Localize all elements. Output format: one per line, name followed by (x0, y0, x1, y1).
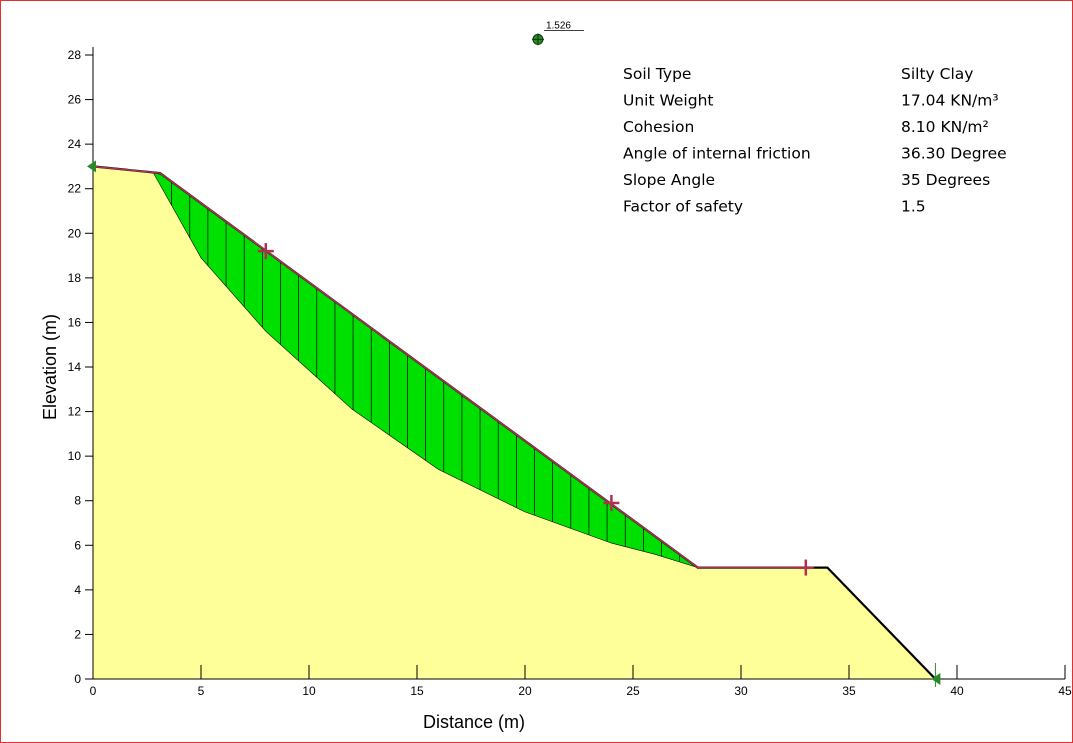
property-value: Silty Clay (901, 65, 973, 83)
x-tick-label: 0 (90, 684, 97, 698)
y-tick-label: 20 (68, 226, 82, 240)
y-tick-label: 12 (68, 405, 82, 419)
x-tick-label: 10 (302, 684, 316, 698)
y-tick-label: 28 (68, 48, 82, 62)
property-value: 35 Degrees (901, 171, 990, 189)
y-tick-label: 2 (74, 627, 81, 641)
property-value: 36.30 Degree (901, 145, 1007, 163)
x-tick-label: 20 (518, 684, 532, 698)
profile-lines (92, 165, 937, 680)
slices (171, 181, 681, 562)
slip-center: 1.526 (531, 20, 584, 46)
property-label: Unit Weight (623, 92, 713, 110)
support-marker (87, 160, 96, 173)
soil-properties-table: Soil Type Silty Clay Unit Weight 17.04 KN/m… (623, 65, 1007, 216)
markers (87, 160, 941, 687)
property-label: Cohesion (623, 118, 694, 136)
y-tick-label: 16 (68, 315, 82, 329)
y-tick-label: 6 (74, 538, 81, 552)
y-tick-label: 18 (68, 271, 82, 285)
x-tick-label: 5 (198, 684, 205, 698)
x-tick-label: 35 (842, 684, 856, 698)
x-axis-title: Distance (m) (423, 712, 525, 732)
y-tick-label: 26 (68, 93, 82, 107)
property-label: Soil Type (623, 65, 691, 83)
y-axis-title: Elevation (m) (40, 314, 60, 420)
property-label: Slope Angle (623, 171, 715, 189)
x-tick-label: 40 (950, 684, 964, 698)
property-label: Angle of internal friction (623, 145, 811, 163)
y-tick-label: 24 (68, 137, 82, 151)
property-value: 8.10 KN/m² (901, 118, 989, 136)
analysis-surface-line (92, 165, 806, 569)
x-tick-label: 25 (626, 684, 640, 698)
y-tick-label: 14 (68, 360, 82, 374)
property-label: Factor of safety (623, 198, 743, 216)
y-tick-label: 0 (74, 672, 81, 686)
x-tick-label: 30 (734, 684, 748, 698)
x-tick-label: 15 (410, 684, 424, 698)
property-value: 17.04 KN/m³ (901, 92, 999, 110)
factor-of-safety-label: 1.526 (546, 20, 571, 31)
y-tick-label: 10 (68, 449, 82, 463)
y-tick-label: 8 (74, 494, 81, 508)
y-tick-label: 22 (68, 182, 82, 196)
property-value: 1.5 (901, 198, 926, 216)
x-tick-label: 45 (1058, 684, 1072, 698)
y-tick-label: 4 (74, 583, 81, 597)
